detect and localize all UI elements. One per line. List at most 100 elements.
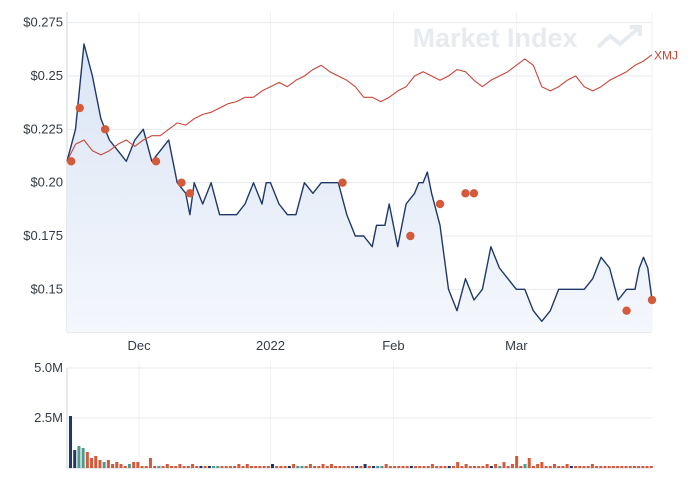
volume-bar[interactable] bbox=[557, 466, 561, 468]
volume-bar[interactable] bbox=[536, 464, 540, 468]
event-marker[interactable] bbox=[151, 157, 161, 166]
volume-bar[interactable] bbox=[565, 464, 569, 468]
volume-bar[interactable] bbox=[254, 466, 258, 468]
volume-bar[interactable] bbox=[203, 466, 207, 468]
volume-bar[interactable] bbox=[401, 466, 405, 468]
volume-bar[interactable] bbox=[90, 458, 94, 468]
volume-bar[interactable] bbox=[624, 466, 628, 468]
volume-bar[interactable] bbox=[279, 466, 283, 468]
volume-bar[interactable] bbox=[548, 466, 552, 468]
volume-bar[interactable] bbox=[384, 464, 388, 468]
event-marker[interactable] bbox=[75, 103, 84, 113]
volume-bar[interactable] bbox=[468, 466, 472, 468]
volume-bar[interactable] bbox=[342, 466, 346, 468]
volume-bar[interactable] bbox=[477, 466, 481, 468]
event-marker[interactable] bbox=[647, 295, 657, 305]
volume-bar[interactable] bbox=[527, 458, 531, 468]
volume-bar[interactable] bbox=[144, 466, 148, 468]
volume-bar[interactable] bbox=[132, 462, 136, 468]
volume-bar[interactable] bbox=[334, 466, 338, 468]
volume-bar[interactable] bbox=[296, 466, 300, 468]
volume-bar[interactable] bbox=[523, 464, 527, 468]
volume-bar[interactable] bbox=[515, 456, 519, 468]
volume-bar[interactable] bbox=[460, 466, 464, 468]
volume-bar[interactable] bbox=[153, 466, 157, 468]
volume-bar[interactable] bbox=[182, 466, 186, 468]
volume-bar[interactable] bbox=[81, 448, 85, 468]
volume-bar[interactable] bbox=[317, 466, 321, 468]
volume-bar[interactable] bbox=[569, 466, 573, 468]
event-marker[interactable] bbox=[406, 231, 415, 241]
volume-bar[interactable] bbox=[220, 466, 224, 468]
volume-bar[interactable] bbox=[649, 466, 653, 468]
volume-bar[interactable] bbox=[275, 466, 279, 468]
volume-bar[interactable] bbox=[498, 466, 502, 468]
volume-bar[interactable] bbox=[161, 466, 165, 468]
volume-bar[interactable] bbox=[414, 466, 418, 468]
volume-bar[interactable] bbox=[224, 466, 228, 468]
volume-bar[interactable] bbox=[603, 466, 607, 468]
volume-bar[interactable] bbox=[510, 464, 514, 468]
volume-bar[interactable] bbox=[586, 466, 590, 468]
volume-bar[interactable] bbox=[233, 466, 237, 468]
volume-bar[interactable] bbox=[262, 466, 266, 468]
volume-bar[interactable] bbox=[148, 458, 152, 468]
volume-bar[interactable] bbox=[561, 466, 565, 468]
volume-bar[interactable] bbox=[350, 466, 354, 468]
volume-bar[interactable] bbox=[186, 466, 190, 468]
volume-bar[interactable] bbox=[451, 466, 455, 468]
volume-bar[interactable] bbox=[397, 466, 401, 468]
volume-bar[interactable] bbox=[607, 466, 611, 468]
event-marker[interactable] bbox=[185, 189, 195, 198]
volume-bar[interactable] bbox=[292, 464, 296, 468]
volume-bar[interactable] bbox=[628, 466, 632, 468]
volume-bar[interactable] bbox=[388, 466, 392, 468]
event-marker[interactable] bbox=[461, 189, 470, 198]
volume-bar[interactable] bbox=[531, 466, 535, 468]
volume-bar[interactable] bbox=[435, 466, 439, 468]
volume-bar[interactable] bbox=[506, 466, 510, 468]
volume-bar[interactable] bbox=[473, 466, 477, 468]
volume-bar[interactable] bbox=[119, 464, 123, 468]
volume-bar[interactable] bbox=[430, 464, 434, 468]
volume-bar[interactable] bbox=[77, 446, 81, 468]
volume-bar[interactable] bbox=[271, 464, 275, 468]
volume-bar[interactable] bbox=[372, 466, 376, 468]
volume-bar[interactable] bbox=[494, 464, 498, 468]
volume-bar[interactable] bbox=[409, 466, 413, 468]
volume-bar[interactable] bbox=[199, 466, 203, 468]
volume-bar[interactable] bbox=[94, 456, 98, 468]
volume-bar[interactable] bbox=[426, 466, 430, 468]
volume-bar[interactable] bbox=[140, 466, 144, 468]
volume-bar[interactable] bbox=[174, 466, 178, 468]
volume-bar[interactable] bbox=[380, 466, 384, 468]
volume-bar[interactable] bbox=[136, 462, 140, 468]
volume-bar[interactable] bbox=[287, 466, 291, 468]
volume-bar[interactable] bbox=[123, 466, 127, 468]
volume-bar[interactable] bbox=[313, 466, 317, 468]
volume-bar[interactable] bbox=[69, 416, 73, 468]
volume-bar[interactable] bbox=[165, 464, 169, 468]
volume-bar[interactable] bbox=[578, 466, 582, 468]
volume-bar[interactable] bbox=[228, 466, 232, 468]
volume-bar[interactable] bbox=[544, 466, 548, 468]
volume-bar[interactable] bbox=[599, 466, 603, 468]
volume-bar[interactable] bbox=[359, 466, 363, 468]
volume-bar[interactable] bbox=[85, 452, 89, 468]
volume-bar[interactable] bbox=[178, 464, 182, 468]
volume-bar[interactable] bbox=[321, 464, 325, 468]
comparison-series-line[interactable] bbox=[66, 54, 653, 162]
volume-bar[interactable] bbox=[405, 466, 409, 468]
volume-bar[interactable] bbox=[115, 462, 119, 468]
volume-bar[interactable] bbox=[443, 466, 447, 468]
volume-bar[interactable] bbox=[363, 464, 367, 468]
volume-bar[interactable] bbox=[393, 466, 397, 468]
volume-bar[interactable] bbox=[485, 464, 489, 468]
volume-bar[interactable] bbox=[241, 466, 245, 468]
volume-bar[interactable] bbox=[249, 466, 253, 468]
volume-bar[interactable] bbox=[439, 466, 443, 468]
volume-bar[interactable] bbox=[98, 460, 102, 468]
volume-bar[interactable] bbox=[552, 464, 556, 468]
volume-bar[interactable] bbox=[481, 466, 485, 468]
volume-bar[interactable] bbox=[632, 466, 636, 468]
